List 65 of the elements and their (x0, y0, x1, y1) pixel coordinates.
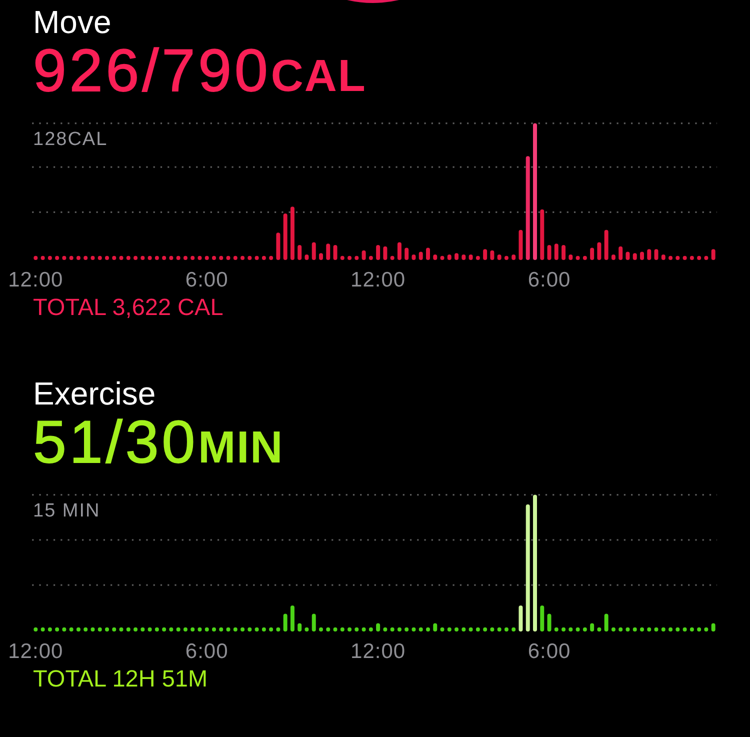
x-tick-label: 12:00 (8, 640, 64, 664)
bar (533, 123, 537, 260)
bar (319, 253, 323, 260)
x-tick-label: 12:00 (350, 640, 406, 664)
x-tick-label: 6:00 (185, 640, 228, 664)
x-tick-label: 12:00 (8, 268, 64, 292)
bar (540, 606, 544, 632)
text: TOTAL 3,622 CAL (33, 294, 224, 320)
bar (404, 248, 409, 260)
bar (433, 254, 438, 260)
bar (640, 252, 644, 260)
bar (276, 232, 280, 260)
bar (562, 244, 566, 260)
bar (283, 614, 288, 632)
bar (597, 242, 602, 260)
bar (290, 206, 294, 260)
bar (654, 249, 658, 260)
text: TOTAL 12H 51M (33, 666, 208, 692)
bar (711, 623, 716, 632)
bar (547, 244, 552, 260)
bar (298, 623, 302, 632)
bar (433, 623, 438, 632)
bar (290, 606, 294, 632)
bar (540, 209, 544, 260)
bar (518, 230, 523, 260)
bar (604, 230, 608, 260)
bar (362, 250, 366, 260)
bar (298, 244, 302, 260)
bar (454, 253, 459, 260)
bar (312, 242, 316, 260)
bar (326, 244, 330, 260)
bar (590, 623, 594, 632)
bar (518, 606, 523, 632)
bar (590, 248, 594, 260)
ref-line-label: 15 MIN (33, 500, 100, 522)
bar (376, 244, 380, 260)
bar (418, 252, 423, 260)
chart-subtitle: 51/30MIN (33, 408, 284, 476)
bar (547, 614, 552, 632)
bar (483, 249, 488, 260)
bar (533, 494, 537, 632)
x-tick-label: 6:00 (528, 268, 571, 292)
chart-subtitle: 926/790CAL (33, 37, 366, 104)
bar (312, 614, 316, 632)
bar (426, 248, 430, 260)
bar (554, 244, 558, 260)
bar (490, 250, 494, 260)
bar (632, 253, 637, 260)
bar (526, 504, 530, 632)
bar (397, 242, 402, 260)
chart-title: Exercise (33, 376, 156, 412)
x-tick-label: 6:00 (528, 640, 571, 664)
bar (383, 246, 388, 260)
x-tick-label: 6:00 (185, 268, 228, 292)
bar (376, 623, 380, 632)
bar (604, 614, 608, 632)
bar (333, 244, 338, 260)
bar (283, 214, 288, 260)
bar (711, 249, 716, 260)
bar (618, 246, 623, 260)
x-tick-label: 12:00 (350, 268, 406, 292)
bar (526, 156, 530, 260)
bar (647, 249, 652, 260)
ref-line-label: 128CAL (33, 129, 108, 150)
chart-title: Move (33, 4, 112, 40)
